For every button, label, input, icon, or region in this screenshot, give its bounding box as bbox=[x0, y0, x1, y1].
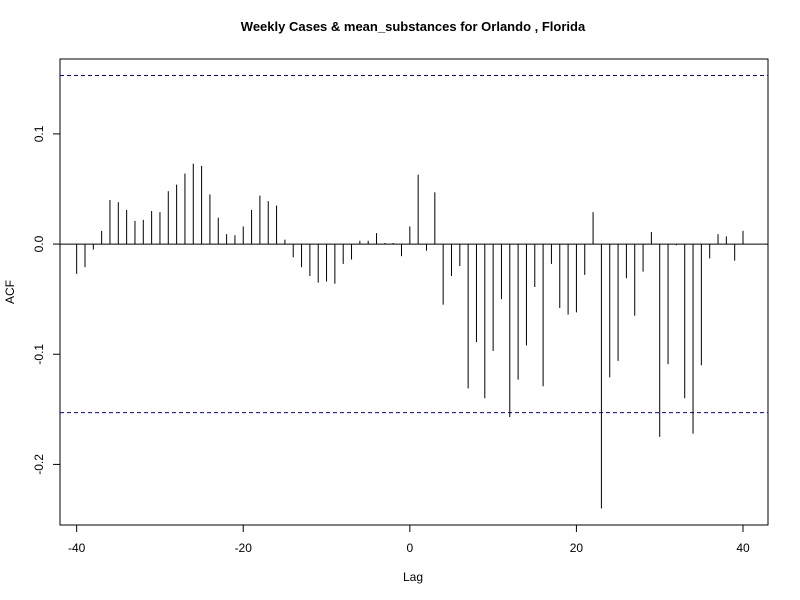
y-axis-label: ACF bbox=[3, 280, 17, 304]
y-tick-label: 0.0 bbox=[32, 235, 46, 252]
x-tick-label: 20 bbox=[570, 541, 584, 555]
y-tick-label: -0.2 bbox=[32, 454, 46, 475]
x-axis-label: Lag bbox=[403, 570, 423, 584]
x-tick-label: -20 bbox=[235, 541, 253, 555]
x-axis: -40 -20 0 20 40 bbox=[68, 525, 750, 555]
confidence-bounds bbox=[60, 75, 768, 414]
y-axis: -0.2 -0.1 0.0 0.1 bbox=[32, 125, 60, 475]
plot-frame bbox=[59, 58, 769, 526]
chart-title: Weekly Cases & mean_substances for Orlan… bbox=[241, 19, 586, 34]
y-tick-label: 0.1 bbox=[32, 125, 46, 142]
x-tick-label: -40 bbox=[68, 541, 86, 555]
y-tick-label: -0.1 bbox=[32, 344, 46, 365]
x-tick-label: 40 bbox=[736, 541, 750, 555]
x-tick-label: 0 bbox=[406, 541, 413, 555]
acf-bars bbox=[76, 163, 744, 509]
